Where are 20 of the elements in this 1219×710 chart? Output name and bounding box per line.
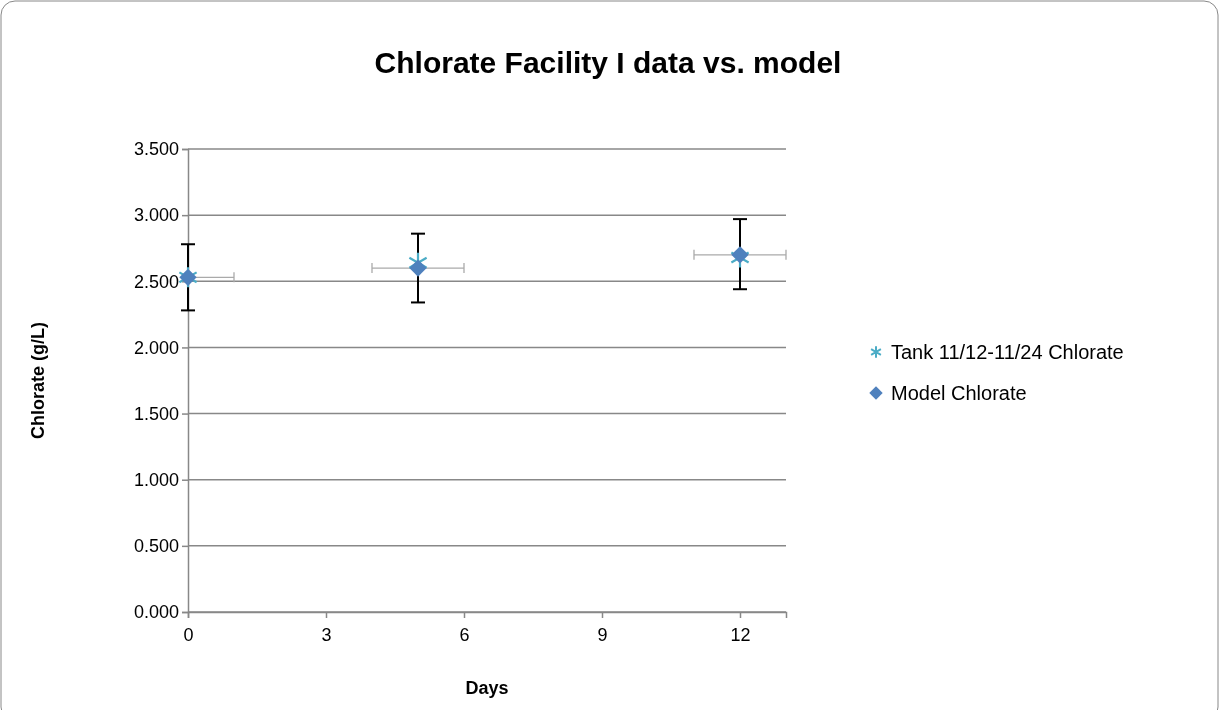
y-tick-label: 2.500 bbox=[133, 271, 179, 292]
y-tick-label: 2.000 bbox=[133, 337, 179, 358]
point bbox=[731, 246, 749, 264]
x-tick-label: 12 bbox=[730, 624, 751, 645]
y-tick-label: 1.000 bbox=[133, 469, 179, 490]
y-axis-title: Chlorate (g/L) bbox=[28, 322, 48, 439]
y-tick-label: 0.000 bbox=[133, 602, 179, 623]
legend-label: Tank 11/12-11/24 Chlorate bbox=[891, 341, 1124, 363]
legend-label: Model Chlorate bbox=[891, 382, 1027, 404]
point bbox=[409, 259, 427, 277]
x-tick-label: 3 bbox=[321, 624, 332, 645]
y-tick-label: 3.000 bbox=[133, 205, 179, 226]
x-tick-label: 9 bbox=[597, 624, 608, 645]
y-tick-label: 3.500 bbox=[133, 139, 179, 160]
x-axis-title: Days bbox=[465, 678, 509, 698]
chart-title: Chlorate Facility I data vs. model bbox=[374, 46, 842, 79]
y-tick-label: 1.500 bbox=[133, 403, 179, 424]
x-tick-label: 6 bbox=[459, 624, 470, 645]
x-tick-label: 0 bbox=[183, 624, 194, 645]
y-tick-label: 0.500 bbox=[133, 536, 179, 557]
